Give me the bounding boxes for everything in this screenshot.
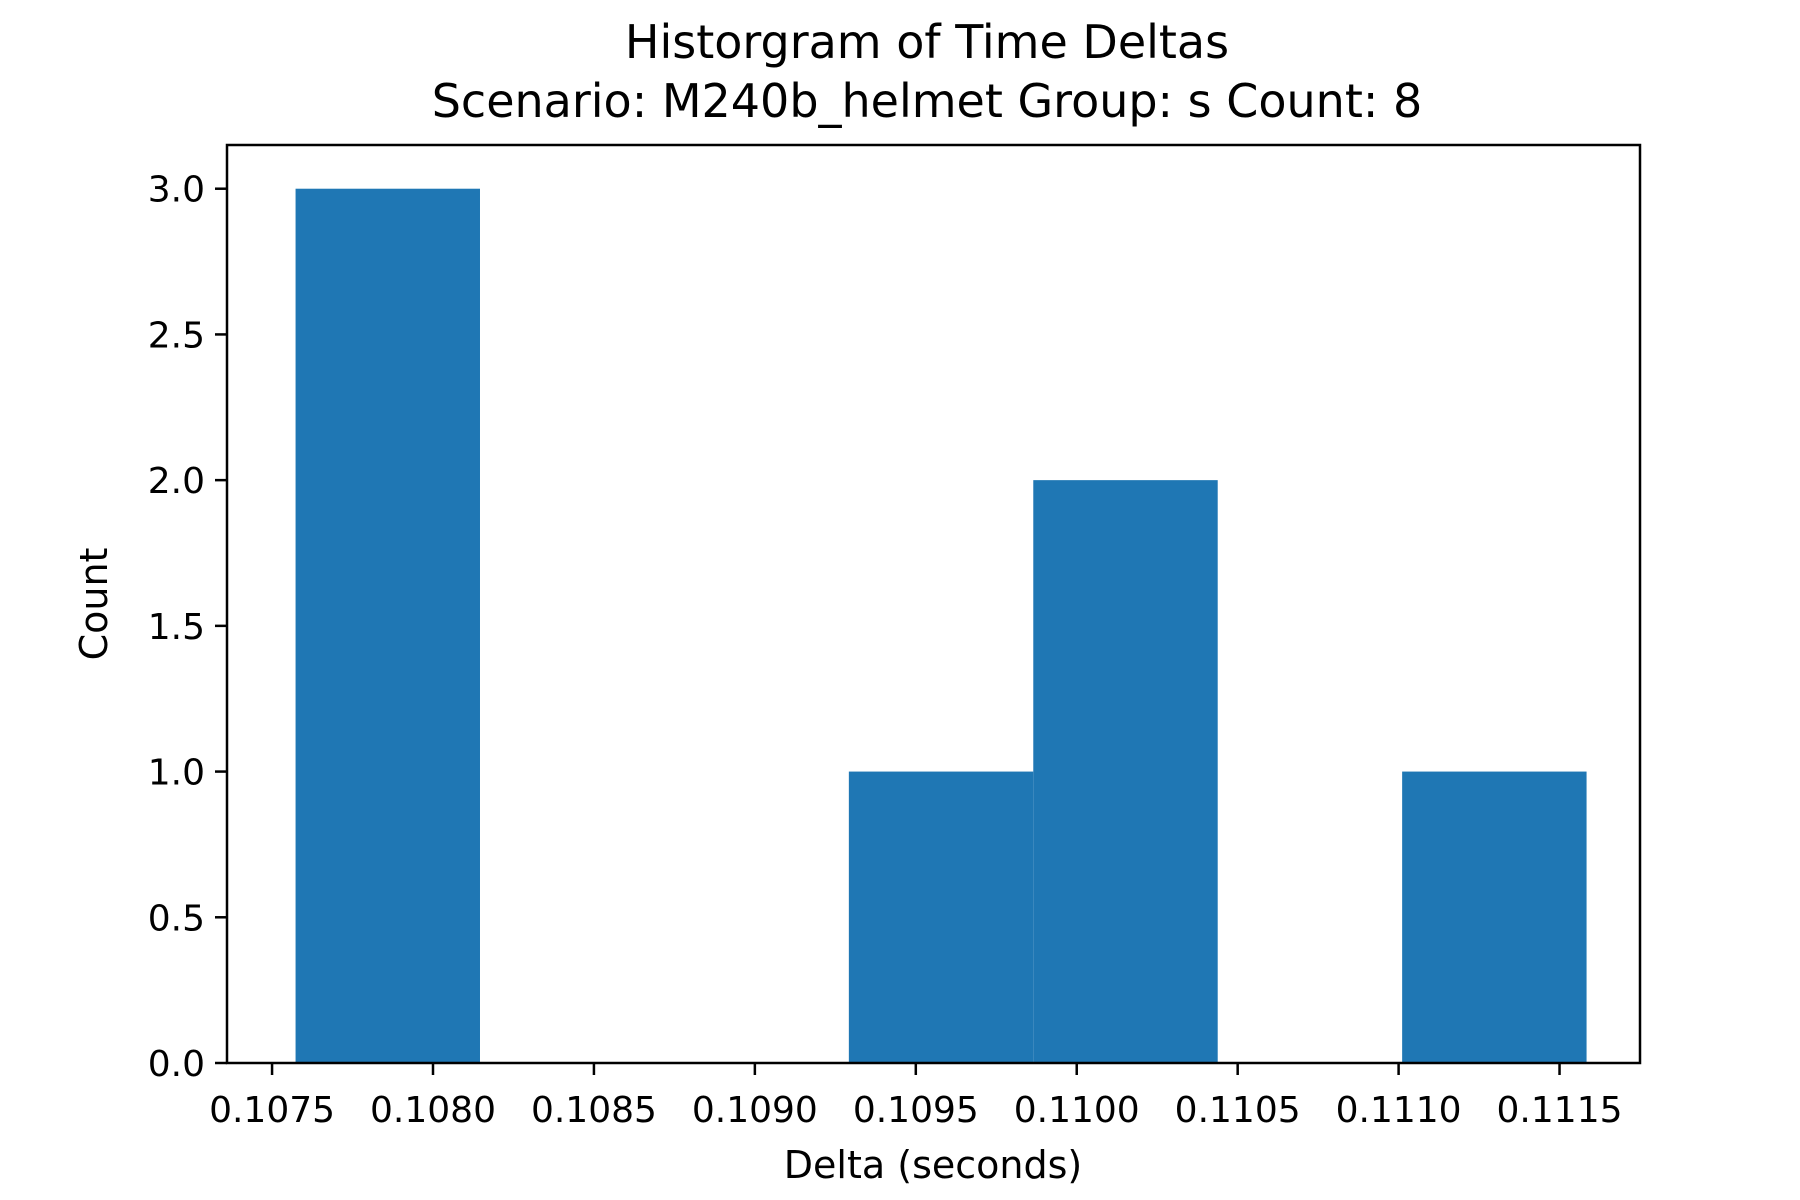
histogram-bar-0 <box>295 188 480 1063</box>
x-tick-label-2: 0.1085 <box>531 1090 657 1131</box>
y-tick-label-2: 1.0 <box>148 753 205 794</box>
x-axis-label: Delta (seconds) <box>784 1143 1082 1187</box>
x-tick-label-4: 0.1095 <box>853 1090 979 1131</box>
plot-frame <box>225 143 1642 1065</box>
x-tick-label-1: 0.1080 <box>370 1090 496 1131</box>
y-axis-ticks: 0.0 0.5 1.0 1.5 2.0 2.5 3.0 <box>148 170 227 1085</box>
x-tick-label-0: 0.1075 <box>209 1090 335 1131</box>
x-tick-label-8: 0.1115 <box>1497 1090 1623 1131</box>
bars-layer <box>295 188 1587 1063</box>
chart-subtitle: Scenario: M240b_helmet Group: s Count: 8 <box>432 74 1423 128</box>
y-tick-label-5: 2.5 <box>148 315 205 356</box>
x-tick-label-5: 0.1100 <box>1014 1090 1140 1131</box>
y-tick-label-6: 3.0 <box>148 170 205 211</box>
chart-title: Historgram of Time Deltas <box>625 15 1229 69</box>
y-tick-label-3: 1.5 <box>148 607 205 648</box>
y-tick-label-4: 2.0 <box>148 461 205 502</box>
x-axis-ticks: 0.1075 0.1080 0.1085 0.1090 0.1095 0.1100 0.11… <box>209 1063 1623 1131</box>
y-tick-label-0: 0.0 <box>148 1044 205 1085</box>
histogram-bar-3 <box>848 771 1034 1063</box>
y-axis-label: Count <box>72 548 116 661</box>
x-tick-label-7: 0.1110 <box>1336 1090 1462 1131</box>
x-tick-label-3: 0.1090 <box>692 1090 818 1131</box>
histogram-bar-6 <box>1402 771 1587 1063</box>
histogram-bar-4 <box>1033 480 1218 1063</box>
x-tick-label-6: 0.1105 <box>1175 1090 1301 1131</box>
y-tick-label-1: 0.5 <box>148 898 205 939</box>
